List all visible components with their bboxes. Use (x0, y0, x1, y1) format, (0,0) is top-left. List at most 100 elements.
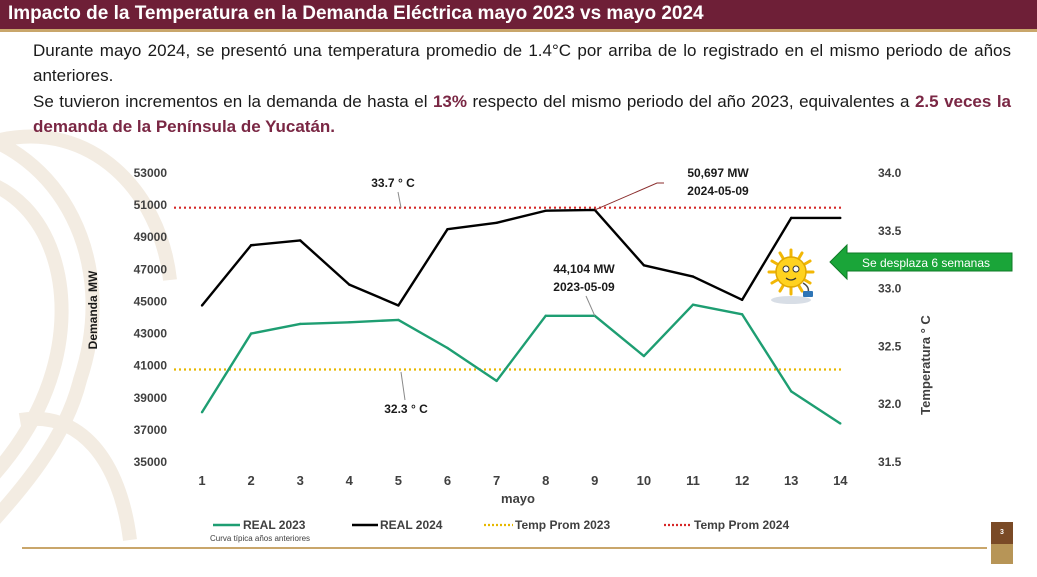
title-underline (0, 29, 1037, 32)
series-real-2024-point (446, 227, 449, 231)
y-tick-label: 39000 (134, 391, 168, 405)
y2-tick-label: 34.0 (878, 166, 902, 180)
shift-arrow-label: Se desplaza 6 semanas (862, 256, 990, 270)
peak-2023-date-label: 2023-05-09 (553, 280, 615, 294)
page-number-badge: 3 (991, 522, 1013, 564)
sun-eye-right (792, 265, 800, 273)
series-real-2023-point (299, 322, 302, 326)
y-tick-label: 53000 (134, 166, 168, 180)
sun-shadow (771, 296, 811, 304)
x-tick-label: 6 (444, 473, 451, 488)
y2-tick-label: 33.0 (878, 282, 902, 296)
sun-ray (778, 284, 785, 293)
y2-tick-label: 32.0 (878, 397, 902, 411)
y-tick-label: 47000 (134, 262, 168, 276)
temp-2024-label: 33.7 ° C (371, 176, 415, 190)
series-real-2024-point (200, 304, 204, 307)
peak-2024-value-label: 50,697 MW (687, 166, 749, 180)
x-axis-title: mayo (501, 491, 535, 506)
legend-note: Curva típica años anteriores (210, 534, 310, 543)
y-tick-label: 51000 (134, 198, 168, 212)
y-axis-title: Demanda MW (86, 270, 100, 349)
series-real-2024-point (397, 304, 400, 307)
series-real-2024-point (299, 239, 302, 242)
series-real-2024-point (740, 298, 744, 302)
series-real-2023-point (839, 422, 842, 425)
peak-2024-date-label: 2024-05-09 (687, 184, 749, 198)
y-tick-label: 45000 (134, 294, 168, 308)
y-tick-label: 41000 (134, 359, 168, 373)
sun-ray (797, 251, 804, 260)
series-real-2024-point (249, 244, 253, 247)
page-number: 3 (991, 522, 1013, 544)
paragraph-demand-text-1: Se tuvieron incrementos en la demanda de… (33, 92, 433, 111)
series-real-2024-point (691, 275, 695, 278)
series-real-2023-point (740, 313, 744, 316)
y-tick-label: 43000 (134, 327, 168, 341)
sun-ray (770, 278, 779, 285)
y2-tick-label: 32.5 (878, 339, 902, 353)
sun-ray (803, 278, 812, 285)
x-tick-label: 1 (198, 473, 205, 488)
legend-real-2023-label: REAL 2023 (243, 518, 306, 532)
peak-2023-value-label: 44,104 MW (553, 262, 615, 276)
x-tick-label: 10 (637, 473, 651, 488)
legend-temp-2023-label: Temp Prom 2023 (515, 518, 610, 532)
series-real-2023-point (397, 318, 400, 322)
sun-icon (775, 256, 807, 288)
series-real-2023-point (790, 390, 793, 393)
y2-axis-title: Temperatura ° C (918, 315, 933, 415)
series-real-2024-point (348, 283, 351, 286)
sun-eye-left (782, 265, 790, 273)
series-real-2024-point (642, 264, 646, 267)
x-tick-label: 8 (542, 473, 549, 488)
x-tick-label: 2 (247, 473, 254, 488)
series-real-2024-point (790, 216, 793, 220)
series-real-2024-line (201, 208, 841, 307)
series-real-2023-point (691, 303, 695, 306)
series-real-2023-point (348, 321, 351, 324)
series-real-2024-point (544, 209, 547, 212)
temp-2024-leader (397, 191, 402, 208)
x-tick-label: 12 (735, 473, 749, 488)
highlight-yucatan: 2.5 veces la demanda de la Península de … (33, 92, 1011, 136)
shift-arrow-shape (829, 243, 1013, 281)
y2-tick-label: 33.5 (878, 224, 902, 238)
sun-mouth (785, 277, 797, 281)
x-tick-label: 14 (833, 473, 848, 488)
sun-ray (778, 251, 785, 260)
x-tick-label: 5 (395, 473, 402, 488)
title-bar: Impacto de la Temperatura en la Demanda … (0, 0, 1037, 29)
footer-rule (22, 547, 987, 549)
highlight-percentage: 13% (432, 92, 467, 111)
legend-real-2024-label: REAL 2024 (380, 518, 443, 532)
y-tick-label: 37000 (134, 423, 168, 437)
series-real-2023-point (249, 332, 253, 335)
series-real-2024-point (495, 221, 498, 224)
y-tick-label: 49000 (134, 230, 168, 244)
slide-title: Impacto de la Temperatura en la Demanda … (8, 3, 704, 24)
sun-ray (803, 259, 812, 266)
x-tick-label: 3 (297, 473, 304, 488)
x-tick-label: 13 (784, 473, 798, 488)
x-tick-label: 7 (493, 473, 500, 488)
x-tick-label: 11 (686, 473, 700, 488)
y-tick-label: 35000 (134, 455, 168, 469)
legend-temp-2024-label: Temp Prom 2024 (694, 518, 789, 532)
peak-2023-leader (585, 295, 596, 317)
plug-icon (803, 291, 813, 297)
x-tick-label: 9 (591, 473, 598, 488)
paragraph-demand-text-2: respecto del mismo periodo del año 2023,… (466, 92, 915, 111)
temp-2023-label: 32.3 ° C (384, 402, 428, 416)
series-real-2023-point (642, 354, 646, 358)
temp-2023-leader (400, 371, 406, 401)
paragraph-temperature: Durante mayo 2024, se presentó una tempe… (33, 41, 1011, 85)
sun-ray (770, 259, 779, 266)
sun-ray (797, 284, 804, 293)
series-real-2023-point (200, 411, 204, 414)
x-tick-label: 4 (346, 473, 354, 488)
series-real-2023-point (495, 379, 498, 383)
series-real-2023-line (200, 303, 841, 425)
